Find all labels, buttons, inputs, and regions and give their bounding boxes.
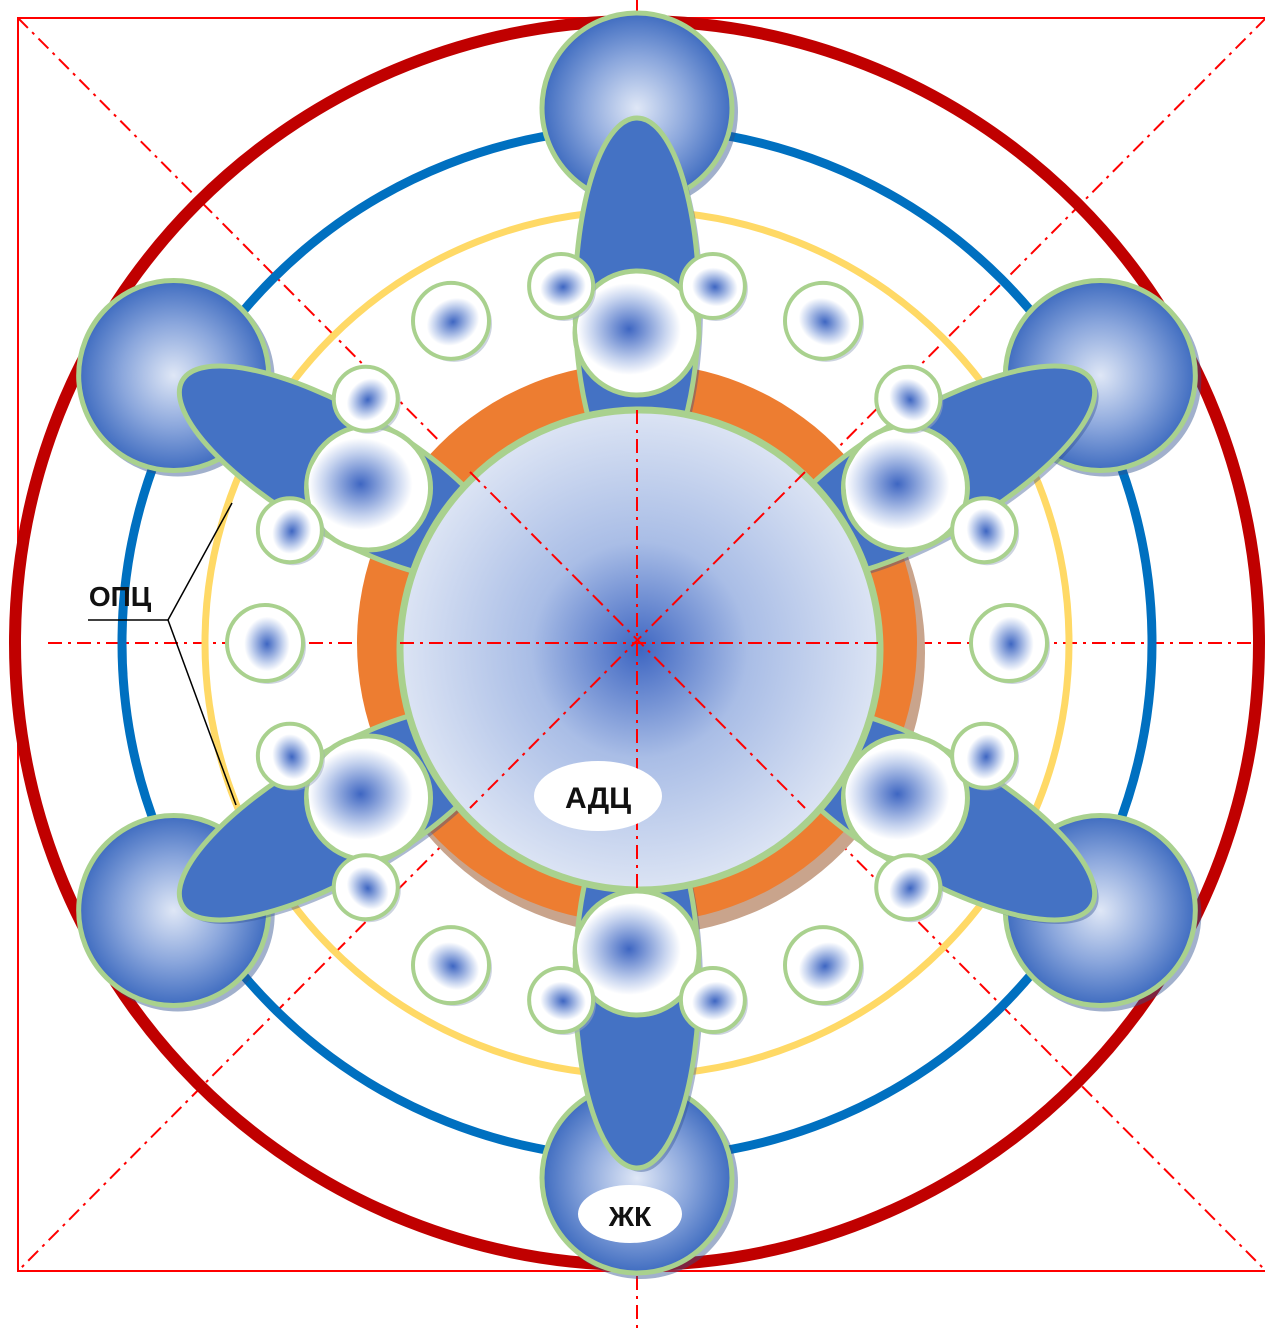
arm-inner-bubble-core xyxy=(845,748,950,840)
small-bubble-core xyxy=(346,866,389,910)
small-bubble xyxy=(411,925,492,1007)
small-bubble xyxy=(969,603,1050,684)
center-label-bg xyxy=(534,761,662,831)
small-bubble xyxy=(678,251,748,321)
bottom-label: ЖК xyxy=(608,1201,652,1232)
small-bubble-core xyxy=(244,616,290,672)
small-bubble-core xyxy=(426,297,480,346)
center-circle xyxy=(396,406,884,894)
small-bubble-core xyxy=(540,267,586,307)
small-bubble-core xyxy=(272,508,312,554)
small-bubble-core xyxy=(692,267,738,307)
small-bubble-core xyxy=(272,734,312,780)
small-bubble xyxy=(950,496,1020,566)
small-bubble-core xyxy=(426,942,480,991)
small-bubble xyxy=(331,853,401,923)
left-label-leaders xyxy=(88,502,237,806)
bottom-label-bg xyxy=(578,1185,682,1243)
small-bubble xyxy=(255,496,325,566)
small-bubble xyxy=(874,364,944,434)
small-bubble-core xyxy=(988,616,1034,672)
arm-inner-bubble-core xyxy=(577,283,681,375)
small-bubble-core xyxy=(889,378,932,422)
small-bubble xyxy=(783,925,864,1007)
small-bubble-core xyxy=(798,297,852,346)
arm-inner-bubble-core xyxy=(577,903,681,995)
small-bubble xyxy=(783,280,864,362)
arm-upper-right xyxy=(765,278,1202,584)
arm-inner-bubble-core xyxy=(308,748,413,840)
bubbles-layer xyxy=(225,251,1050,1036)
axis-diagonal-b xyxy=(17,17,1265,1272)
arms-layer xyxy=(76,10,1202,1279)
small-bubble-core xyxy=(966,508,1006,554)
small-bubble xyxy=(255,721,325,791)
small-bubble xyxy=(527,966,597,1036)
small-bubble-core xyxy=(966,734,1006,780)
small-bubble xyxy=(527,251,597,321)
small-bubble-core xyxy=(889,866,932,910)
arm-top xyxy=(539,10,738,492)
arm-inner-bubble-core xyxy=(308,438,413,530)
axis-diagonal-a xyxy=(17,17,1265,1272)
small-bubble-core xyxy=(540,981,586,1021)
small-bubble xyxy=(678,966,748,1036)
left-label: ОПЦ xyxy=(89,581,152,612)
small-bubble xyxy=(225,603,306,684)
small-bubble xyxy=(331,364,401,434)
small-bubble-core xyxy=(346,378,389,422)
small-bubble xyxy=(874,853,944,923)
small-bubble xyxy=(411,280,492,362)
small-bubble-core xyxy=(692,981,738,1021)
small-bubble-core xyxy=(798,942,852,991)
arm-inner-bubble-core xyxy=(845,438,950,530)
small-bubble xyxy=(950,721,1020,791)
center-label: АДЦ xyxy=(565,782,631,815)
